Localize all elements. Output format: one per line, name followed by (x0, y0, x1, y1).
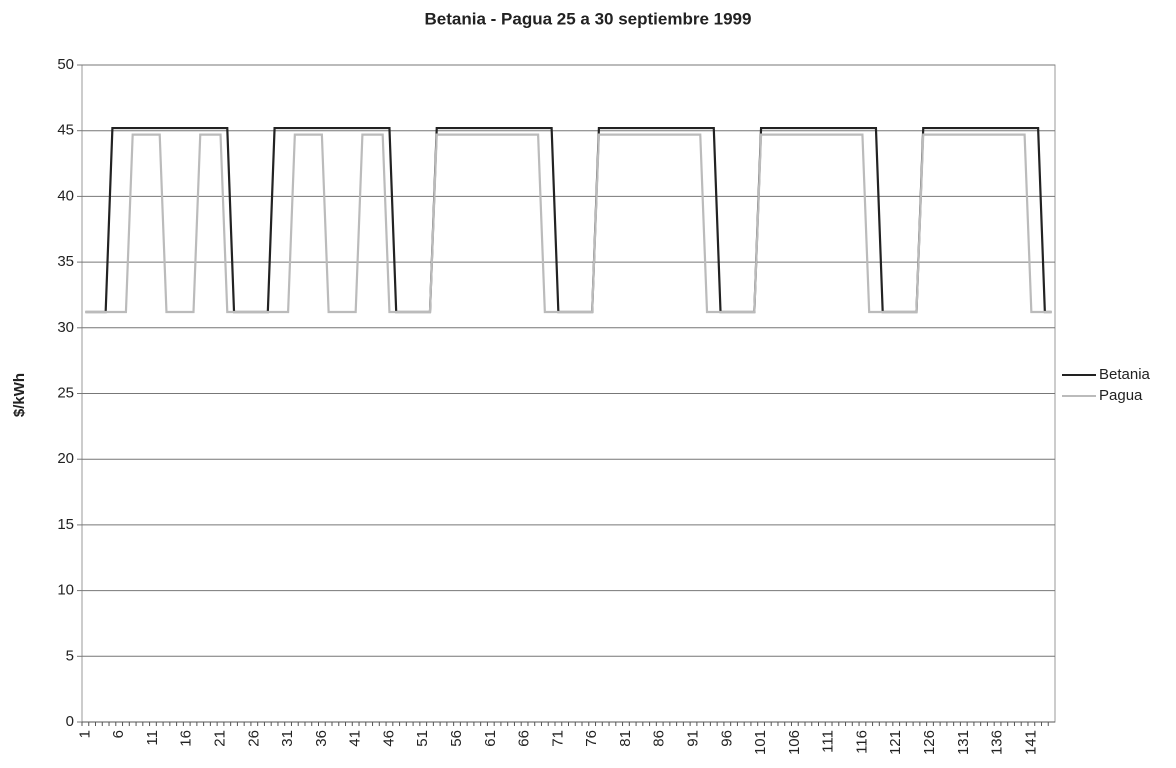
x-tick-label: 21 (211, 730, 228, 747)
x-tick-label: 41 (347, 730, 364, 747)
x-tick-label: 61 (482, 730, 499, 747)
y-tick-label: 50 (57, 56, 74, 73)
x-tick-label: 51 (414, 730, 431, 747)
x-tick-label: 56 (448, 730, 465, 747)
x-tick-label: 31 (279, 730, 296, 747)
y-tick-label: 30 (57, 319, 74, 336)
y-tick-label: 35 (57, 253, 74, 270)
x-tick-label: 121 (887, 730, 904, 755)
legend-label: Pagua (1099, 387, 1143, 404)
y-tick-label: 0 (66, 713, 74, 730)
y-tick-label: 20 (57, 450, 74, 467)
y-tick-label: 25 (57, 384, 74, 401)
x-tick-label: 111 (820, 730, 837, 753)
chart-title: Betania - Pagua 25 a 30 septiembre 1999 (425, 9, 752, 28)
x-tick-label: 141 (1022, 730, 1039, 755)
x-tick-label: 136 (989, 730, 1006, 755)
x-tick-label: 106 (786, 730, 803, 755)
x-tick-label: 11 (144, 730, 161, 746)
y-axis-label: $/kWh (11, 373, 28, 417)
x-tick-label: 76 (583, 730, 600, 747)
x-tick-label: 126 (921, 730, 938, 755)
x-tick-label: 46 (380, 730, 397, 747)
x-tick-label: 16 (178, 730, 195, 747)
series-line (85, 126, 1052, 314)
y-tick-label: 45 (57, 122, 74, 139)
x-tick-label: 36 (313, 730, 330, 747)
x-tick-label: 91 (684, 730, 701, 747)
x-tick-label: 116 (853, 730, 870, 754)
x-tick-label: 1 (76, 730, 93, 738)
x-tick-label: 26 (245, 730, 262, 747)
x-tick-label: 96 (718, 730, 735, 747)
x-tick-label: 71 (549, 730, 566, 747)
y-tick-label: 5 (66, 647, 74, 664)
series-line (85, 133, 1052, 314)
x-tick-label: 66 (516, 730, 533, 747)
x-tick-label: 131 (955, 730, 972, 755)
y-tick-label: 40 (57, 187, 74, 204)
y-tick-label: 10 (57, 582, 74, 599)
y-tick-label: 15 (57, 516, 74, 533)
x-tick-label: 101 (752, 730, 769, 755)
x-tick-label: 6 (110, 730, 127, 738)
x-tick-label: 81 (617, 730, 634, 747)
legend-label: Betania (1099, 366, 1151, 383)
x-tick-label: 86 (651, 730, 668, 747)
